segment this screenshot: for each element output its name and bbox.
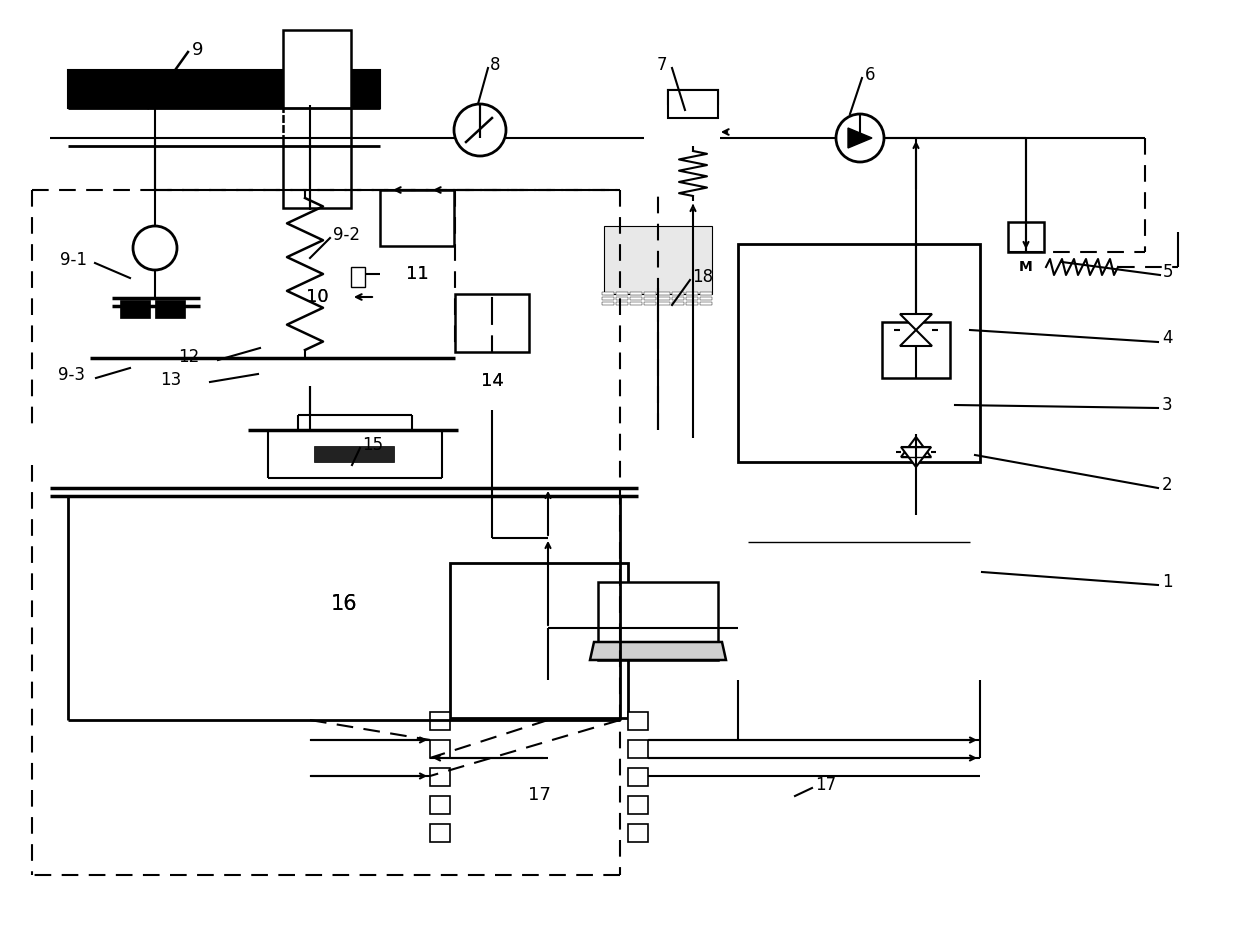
Bar <box>686 297 698 300</box>
Bar <box>686 302 698 305</box>
Bar <box>616 302 627 305</box>
Polygon shape <box>901 447 931 467</box>
Polygon shape <box>901 437 931 457</box>
Bar <box>701 297 712 300</box>
Bar <box>701 292 712 295</box>
Bar <box>672 297 684 300</box>
Bar <box>627 712 649 730</box>
Bar <box>644 302 656 305</box>
Text: 8: 8 <box>490 56 501 74</box>
Bar <box>455 294 529 352</box>
Text: 17: 17 <box>527 786 551 804</box>
Text: 14: 14 <box>481 372 503 390</box>
Text: 18: 18 <box>692 268 713 286</box>
Bar <box>658 297 670 300</box>
Bar <box>627 824 649 842</box>
Bar <box>430 824 450 842</box>
Text: 15: 15 <box>362 436 383 454</box>
Text: 16: 16 <box>331 594 357 614</box>
Bar <box>630 302 642 305</box>
Bar <box>450 563 627 718</box>
Bar <box>430 796 450 814</box>
Text: 2: 2 <box>1162 476 1173 494</box>
Circle shape <box>454 104 506 156</box>
Polygon shape <box>848 128 872 148</box>
Text: 3: 3 <box>1162 396 1173 414</box>
Bar <box>668 90 718 118</box>
Bar <box>155 300 185 318</box>
Text: 10: 10 <box>306 288 329 306</box>
Circle shape <box>836 114 884 162</box>
Text: 5: 5 <box>1163 263 1173 281</box>
Bar <box>627 796 649 814</box>
Bar <box>314 446 394 462</box>
Bar <box>601 302 614 305</box>
Text: 9-3: 9-3 <box>58 366 86 384</box>
Bar <box>616 292 627 295</box>
Bar <box>604 226 712 294</box>
Bar <box>351 267 365 287</box>
Text: 4: 4 <box>1162 329 1173 347</box>
Bar <box>68 70 379 108</box>
Bar <box>686 292 698 295</box>
Bar <box>658 292 670 295</box>
Polygon shape <box>590 642 725 660</box>
Bar <box>882 322 950 378</box>
Bar <box>283 30 351 208</box>
Text: 6: 6 <box>866 66 875 84</box>
Text: 16: 16 <box>331 594 357 614</box>
Bar <box>658 302 670 305</box>
Text: 10: 10 <box>306 288 329 306</box>
Polygon shape <box>900 314 932 330</box>
Bar <box>601 292 614 295</box>
Text: M: M <box>1019 260 1033 274</box>
Bar <box>430 712 450 730</box>
Bar <box>738 244 980 462</box>
Text: 7: 7 <box>657 56 667 74</box>
Bar <box>630 292 642 295</box>
Text: 14: 14 <box>481 372 503 390</box>
Text: 11: 11 <box>405 265 428 283</box>
Bar <box>672 302 684 305</box>
Bar <box>627 740 649 758</box>
Bar <box>430 768 450 786</box>
Bar <box>668 90 718 104</box>
Bar <box>430 740 450 758</box>
Text: 9: 9 <box>192 41 203 59</box>
Bar <box>616 297 627 300</box>
Text: 12: 12 <box>179 348 200 366</box>
Text: 17: 17 <box>815 776 836 794</box>
Text: 1: 1 <box>1162 573 1173 591</box>
Text: 9-1: 9-1 <box>60 251 87 269</box>
Text: 13: 13 <box>160 371 181 389</box>
Bar <box>379 190 454 246</box>
Bar <box>672 292 684 295</box>
Text: 9-2: 9-2 <box>334 226 360 244</box>
Bar <box>1008 222 1044 252</box>
Polygon shape <box>598 582 718 660</box>
Circle shape <box>133 226 177 270</box>
Bar <box>630 297 642 300</box>
Bar <box>627 768 649 786</box>
Bar <box>644 297 656 300</box>
Bar <box>601 297 614 300</box>
Bar <box>120 300 150 318</box>
Bar <box>644 292 656 295</box>
Polygon shape <box>900 330 932 346</box>
Text: 11: 11 <box>405 265 428 283</box>
Bar <box>701 302 712 305</box>
